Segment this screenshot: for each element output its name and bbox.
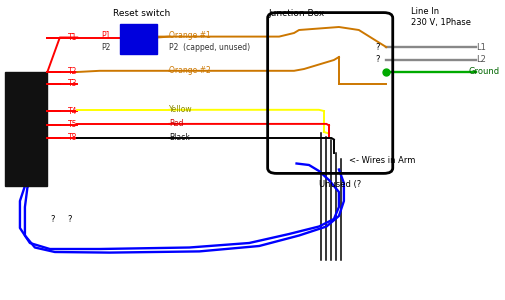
- Text: ?: ?: [67, 214, 72, 224]
- Text: T1: T1: [68, 33, 77, 42]
- Text: Junction Box: Junction Box: [268, 9, 324, 18]
- Text: L1: L1: [475, 44, 485, 52]
- Text: P1: P1: [101, 32, 111, 40]
- Text: Yellow: Yellow: [169, 105, 193, 114]
- Text: Line In
230 V, 1Phase: Line In 230 V, 1Phase: [411, 8, 470, 27]
- Text: ?: ?: [375, 43, 379, 52]
- Text: Orange #1: Orange #1: [169, 32, 211, 40]
- Text: T3: T3: [68, 80, 77, 88]
- Text: T4: T4: [68, 106, 77, 116]
- Text: T8: T8: [68, 134, 77, 142]
- Text: P2: P2: [101, 44, 111, 52]
- Text: Ground: Ground: [468, 68, 498, 76]
- Bar: [5, 72, 47, 186]
- Text: P2  (capped, unused): P2 (capped, unused): [169, 44, 250, 52]
- Text: Reset switch: Reset switch: [113, 9, 170, 18]
- Text: Red: Red: [169, 119, 184, 128]
- Text: Unused (?: Unused (?: [318, 180, 361, 189]
- Text: ?: ?: [375, 56, 379, 64]
- Text: L2: L2: [475, 56, 485, 64]
- Text: ?: ?: [50, 214, 55, 224]
- Text: Orange #2: Orange #2: [169, 66, 211, 75]
- Bar: [119, 24, 157, 54]
- Text: <- Wires in Arm: <- Wires in Arm: [348, 156, 415, 165]
- Text: T2: T2: [68, 68, 77, 76]
- Text: Black: Black: [169, 134, 190, 142]
- Text: T5: T5: [68, 120, 77, 129]
